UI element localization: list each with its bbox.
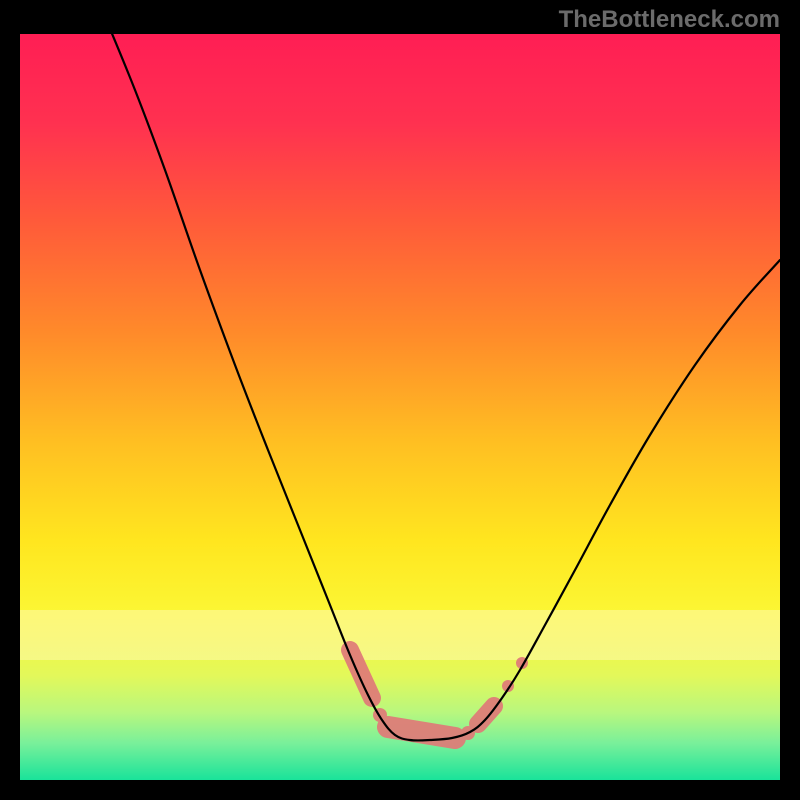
watermark-text: TheBottleneck.com [559, 6, 780, 34]
chart-stage: TheBottleneck.com [0, 0, 800, 800]
black-frame [0, 0, 800, 800]
